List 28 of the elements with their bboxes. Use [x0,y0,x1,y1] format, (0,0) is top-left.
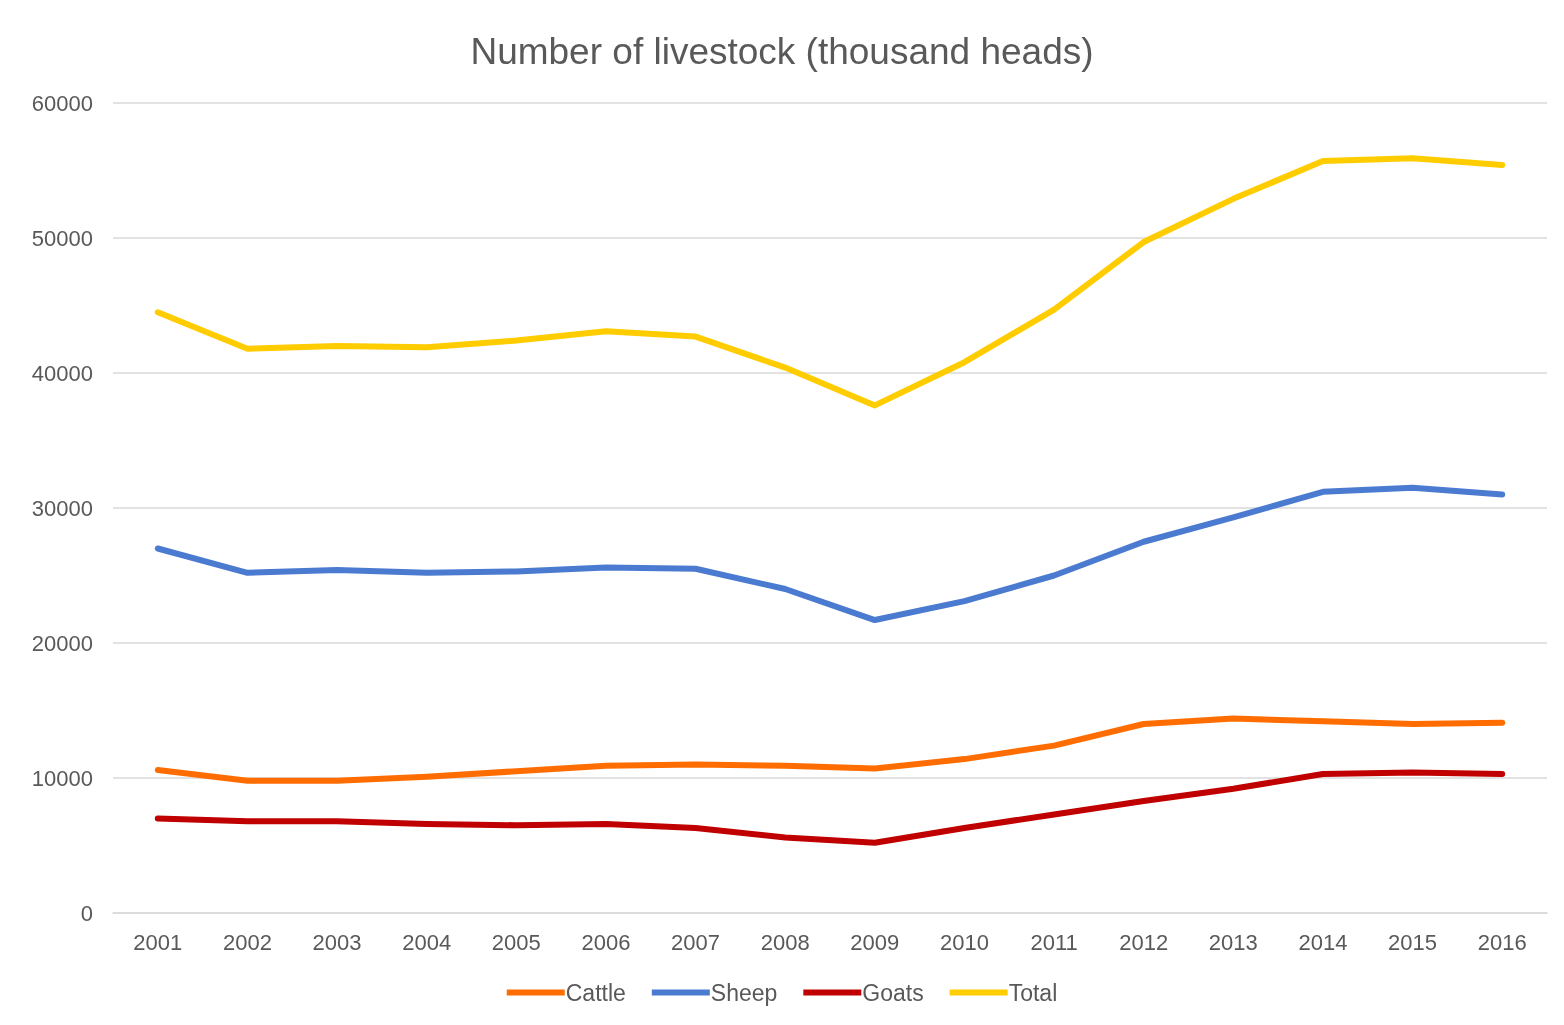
x-tick-label: 2016 [1477,929,1527,955]
x-tick-label: 2015 [1388,929,1438,955]
x-tick-label: 2001 [133,929,183,955]
x-tick-label: 2002 [222,929,272,955]
x-tick-label: 2014 [1298,929,1348,955]
x-tick-label: 2013 [1208,929,1258,955]
y-tick-label: 30000 [31,495,93,521]
x-tick-label: 2004 [402,929,452,955]
legend-label: Goats [862,979,924,1006]
y-tick-label: 10000 [31,765,93,791]
x-tick-label: 2011 [1030,929,1078,955]
legend-label: Sheep [710,979,778,1006]
x-tick-label: 2012 [1119,929,1169,955]
x-tick-label: 2003 [312,929,362,955]
y-tick-label: 60000 [31,90,93,116]
y-tick-label: 0 [80,900,93,926]
x-tick-label: 2009 [850,929,900,955]
x-tick-label: 2006 [581,929,631,955]
legend-label: Total [1008,979,1058,1006]
x-tick-label: 2005 [491,929,541,955]
x-tick-label: 2008 [760,929,810,955]
y-tick-label: 40000 [31,360,93,386]
y-tick-label: 50000 [31,225,93,251]
chart-title: Number of livestock (thousand heads) [470,31,1094,72]
y-tick-label: 20000 [31,630,93,656]
x-tick-label: 2007 [671,929,721,955]
legend-label: Cattle [565,979,626,1006]
x-tick-label: 2010 [939,929,989,955]
